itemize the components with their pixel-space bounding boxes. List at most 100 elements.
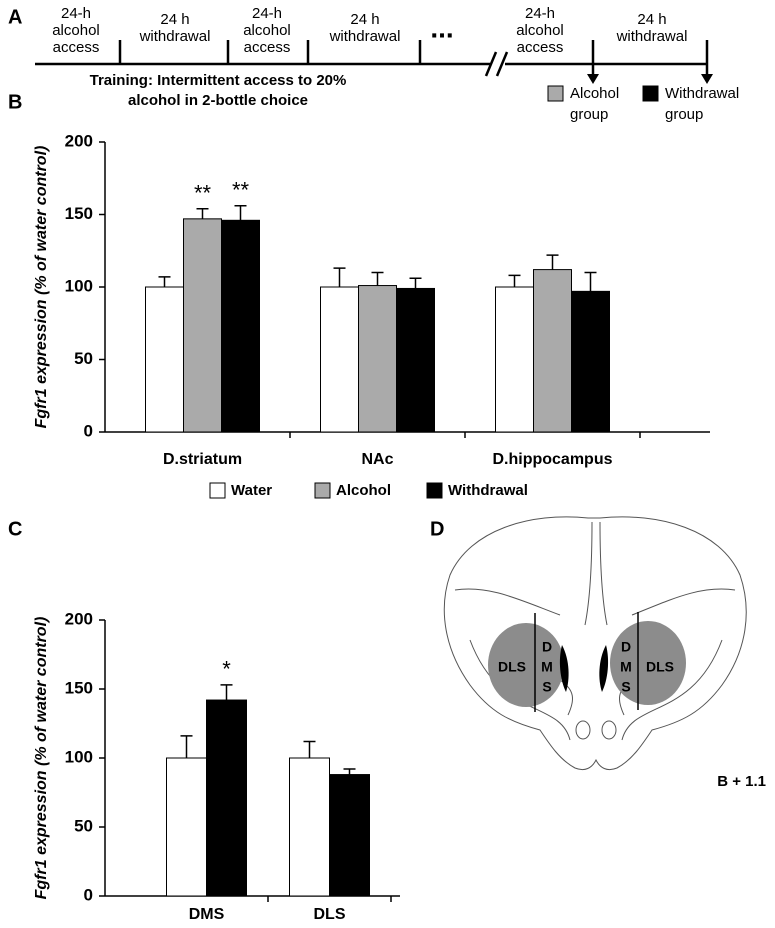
bar [533,269,572,433]
panel-label: B [8,91,22,113]
segment-label: 24-h [525,5,555,22]
legend-swatch [642,85,659,102]
y-axis-label: Fgfr1 expression (% of water control) [33,617,50,900]
error-bar [546,254,559,270]
region-label: S [542,679,551,695]
y-tick-label: 150 [65,678,93,697]
legend-label: Alcohol [336,482,391,499]
y-tick-label: 200 [65,131,93,150]
bar [221,219,260,433]
panel-label: A [8,6,22,28]
region-label: D [621,639,631,655]
legend-label: group [570,106,608,123]
significance-mark: ** [194,181,212,206]
contour [601,720,617,740]
error-bar [409,277,422,289]
legend-label: Alcohol [570,85,619,102]
legend-label: Water [231,482,272,499]
region-label: M [541,659,553,675]
segment-label: 24 h [350,11,379,28]
bar [166,757,207,897]
region-label: DLS [646,659,674,675]
axis-break [484,51,498,77]
bar [396,287,435,433]
bar [183,218,222,433]
y-axis-label: Fgfr1 expression (% of water control) [33,146,50,429]
brain-outline [443,516,747,771]
bregma-label: B + 1.1 [717,773,766,790]
x-tick-label: DMS [189,906,225,923]
timeline [35,40,709,77]
segment-label: access [517,39,564,56]
segment-label: 24-h [61,5,91,22]
bar [571,290,610,433]
training-text: alcohol in 2-bottle choice [128,92,308,109]
legend-swatch [426,482,443,499]
panel-label: C [8,518,22,540]
y-tick-label: 0 [84,885,93,904]
segment-label: alcohol [52,22,100,39]
arrow-head [587,74,713,84]
legend-swatch [314,482,331,499]
bar [358,285,397,433]
x-tick-label: D.striatum [163,451,242,468]
y-tick-label: 50 [74,816,93,835]
segment-label: withdrawal [329,28,401,45]
ellipsis: ... [430,12,453,43]
x-tick-label: D.hippocampus [492,451,612,468]
error-bar [196,207,209,219]
dls-region [610,621,686,705]
contour [575,720,591,740]
legend-label: group [665,106,703,123]
x-tick-label: NAc [361,451,393,468]
error-bar [220,684,233,701]
y-tick-label: 0 [84,421,93,440]
region-label: M [620,659,632,675]
segment-label: access [244,39,291,56]
error-bar [303,740,316,758]
x-tick-label: DLS [314,906,346,923]
error-bar [180,735,193,758]
legend-swatch [209,482,226,499]
bar [320,286,359,433]
bar [495,286,534,433]
legend-swatch [547,85,564,102]
segment-label: withdrawal [139,28,211,45]
legend-label: Withdrawal [448,482,528,499]
y-tick-label: 100 [65,747,93,766]
error-bar [234,205,247,221]
panel-label: D [430,518,444,540]
error-bar [508,274,521,287]
error-bar [158,276,171,287]
segment-label: alcohol [516,22,564,39]
bar [289,757,330,897]
brain-section [443,516,747,771]
segment-label: 24 h [160,11,189,28]
error-bar [371,271,384,286]
segment-label: alcohol [243,22,291,39]
y-tick-label: 100 [65,276,93,295]
error-bar [333,267,346,287]
region-label: D [542,639,552,655]
y-tick-label: 150 [65,204,93,223]
training-text: Training: Intermittent access to 20% [90,72,347,89]
region-label: DLS [498,659,526,675]
legend-label: Withdrawal [665,85,739,102]
significance-mark: * [222,657,231,682]
region-label: S [621,679,630,695]
bar [329,774,370,897]
bar [145,286,184,433]
significance-mark: ** [232,178,250,203]
corpus-callosum [454,588,736,616]
segment-label: 24-h [252,5,282,22]
error-bar [584,271,597,292]
ventricle [559,645,609,692]
segment-label: withdrawal [616,28,688,45]
y-tick-label: 50 [74,349,93,368]
y-tick-label: 200 [65,609,93,628]
segment-label: access [53,39,100,56]
bar [206,699,247,897]
error-bar [343,768,356,775]
dls-region [488,623,564,707]
